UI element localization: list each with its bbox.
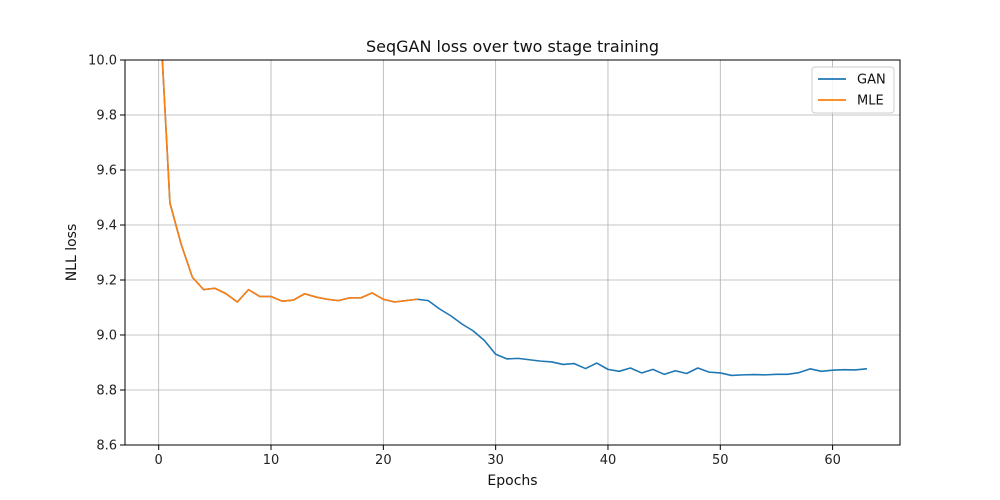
y-tick-label: 9.2 [96,274,117,289]
x-tick-label: 0 [155,453,163,468]
plot-frame [124,59,901,446]
chart-title: SeqGAN loss over two stage training [366,37,659,56]
x-tick-label: 60 [824,453,841,468]
legend-label-mle: MLE [857,94,884,109]
y-tick-label: 9.8 [96,109,117,124]
y-tick-label: 9.6 [96,164,117,179]
x-axis-label: Epochs [487,473,537,489]
series-layer [161,60,868,377]
legend: GAN MLE [811,66,895,114]
x-tick-label: 30 [487,453,504,468]
y-tick-label: 9.4 [96,219,117,234]
y-axis-label: NLL loss [64,224,80,282]
legend-label-gan: GAN [857,73,886,88]
ticks: 0 10 20 30 40 50 60 8.6 8.8 9.0 9.2 9.4 9.6 9.8 10.0 [88,54,841,469]
x-tick-label: 40 [600,453,617,468]
y-tick-label: 8.8 [96,384,117,399]
x-tick-label: 20 [375,453,392,468]
y-tick-label: 10.0 [88,54,117,69]
y-tick-label: 9.0 [96,329,117,344]
y-tick-label: 8.6 [96,439,117,454]
x-tick-label: 10 [263,453,280,468]
series-line-mle [161,60,418,303]
x-tick-label: 50 [712,453,729,468]
